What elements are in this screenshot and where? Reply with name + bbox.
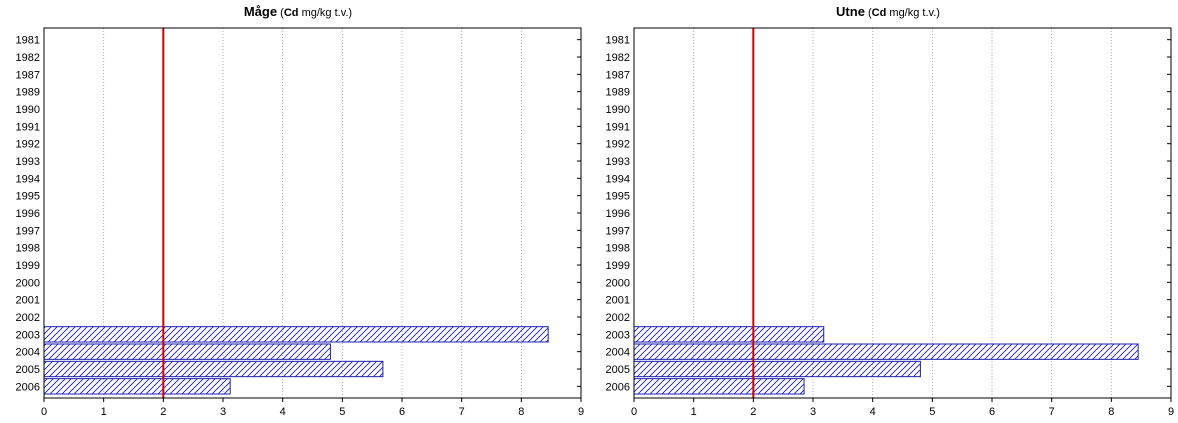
x-tick-label: 7 (1049, 406, 1055, 418)
y-tick-label: 1998 (606, 243, 630, 255)
y-tick-label: 1993 (16, 156, 40, 168)
y-tick-label: 1992 (606, 139, 630, 151)
title-site: Måge (244, 4, 277, 19)
y-tick-label: 2006 (16, 381, 40, 393)
x-tick-label: 4 (870, 406, 876, 418)
x-tick-label: 9 (1168, 406, 1174, 418)
y-tick-label: 1993 (606, 156, 630, 168)
y-tick-label: 1997 (16, 225, 40, 237)
y-tick-label: 1989 (606, 87, 630, 99)
y-tick-label: 1981 (16, 35, 40, 47)
y-tick-label: 2001 (606, 295, 630, 307)
bar (633, 326, 825, 343)
x-tick-label: 3 (810, 406, 816, 418)
y-tick-label: 2001 (16, 295, 40, 307)
y-tick-label: 1987 (16, 69, 40, 81)
y-tick-label: 2004 (606, 347, 630, 359)
gridlines (693, 28, 1112, 398)
y-axis: 1981 1982 1987 1989 1990 1991 1992 1993 1994 1995… (606, 35, 1171, 393)
x-tick-label: 4 (280, 406, 286, 418)
y-tick-label: 2003 (606, 329, 630, 341)
x-tick-label: 8 (518, 406, 524, 418)
x-tick-label: 2 (160, 406, 166, 418)
gridlines (103, 28, 522, 398)
x-tick-label: 9 (578, 406, 584, 418)
title-open: ( (865, 7, 872, 19)
bar (633, 343, 1139, 360)
chart-title: Måge (Cd mg/kg t.v.) (244, 4, 352, 19)
y-tick-label: 1987 (606, 69, 630, 81)
y-tick-label: 1996 (606, 208, 630, 220)
panel-mage: Måge (Cd mg/kg t.v.) 1981198219871989199… (16, 4, 585, 418)
title-open: ( (277, 7, 284, 19)
bar (633, 360, 921, 378)
chart-title: Utne (Cd mg/kg t.v.) (836, 4, 940, 19)
y-tick-label: 1998 (16, 243, 40, 255)
y-tick-label: 2003 (16, 329, 40, 341)
panel-utne: Utne (Cd mg/kg t.v.) 1981198219871989199… (606, 4, 1175, 418)
y-tick-label: 1994 (606, 173, 630, 185)
y-tick-label: 1989 (16, 87, 40, 99)
y-tick-label: 1999 (606, 260, 630, 272)
bar (633, 378, 805, 395)
x-tick-label: 2 (750, 406, 756, 418)
y-tick-label: 1995 (16, 191, 40, 203)
y-axis: 1981 1982 1987 1989 1990 1991 1992 1993 1994 1995… (16, 35, 581, 393)
bar (43, 326, 549, 343)
x-tick-label: 3 (220, 406, 226, 418)
y-tick-label: 1999 (16, 260, 40, 272)
y-tick-label: 1990 (606, 104, 630, 116)
y-tick-label: 1982 (606, 52, 630, 64)
plot-frame (43, 27, 582, 399)
y-tick-label: 1997 (606, 225, 630, 237)
y-tick-label: 1991 (606, 121, 630, 133)
bars (43, 326, 549, 395)
plot-frame (633, 27, 1172, 399)
y-tick-label: 2000 (16, 277, 40, 289)
y-tick-label: 2006 (606, 381, 630, 393)
x-tick-label: 0 (41, 406, 47, 418)
bar (43, 360, 384, 378)
x-tick-label: 7 (459, 406, 465, 418)
x-tick-label: 0 (631, 406, 637, 418)
x-tick-label: 6 (399, 406, 405, 418)
x-axis: 0 1 2 3 4 5 6 7 8 9 (631, 398, 1174, 418)
bars (633, 326, 1139, 395)
x-tick-label: 6 (989, 406, 995, 418)
title-unit: mg/kg t.v.) (886, 7, 940, 19)
y-tick-label: 2004 (16, 347, 40, 359)
y-tick-label: 1982 (16, 52, 40, 64)
y-tick-label: 1990 (16, 104, 40, 116)
y-tick-label: 2002 (606, 312, 630, 324)
x-tick-label: 1 (101, 406, 107, 418)
y-tick-label: 1981 (606, 35, 630, 47)
x-axis: 0 1 2 3 4 5 6 7 8 9 (41, 398, 584, 418)
y-tick-label: 2005 (16, 364, 40, 376)
y-tick-label: 1996 (16, 208, 40, 220)
title-site: Utne (836, 4, 865, 19)
bar (43, 378, 231, 395)
y-tick-label: 1995 (606, 191, 630, 203)
title-element: Cd (284, 7, 299, 19)
y-tick-label: 1991 (16, 121, 40, 133)
y-tick-label: 2002 (16, 312, 40, 324)
title-element: Cd (872, 7, 887, 19)
y-tick-label: 2005 (606, 364, 630, 376)
title-unit: mg/kg t.v.) (299, 7, 353, 19)
x-tick-label: 5 (339, 406, 345, 418)
x-tick-label: 5 (929, 406, 935, 418)
bar (43, 343, 331, 360)
x-tick-label: 1 (691, 406, 697, 418)
y-tick-label: 2000 (606, 277, 630, 289)
y-tick-label: 1994 (16, 173, 40, 185)
x-tick-label: 8 (1108, 406, 1114, 418)
y-tick-label: 1992 (16, 139, 40, 151)
